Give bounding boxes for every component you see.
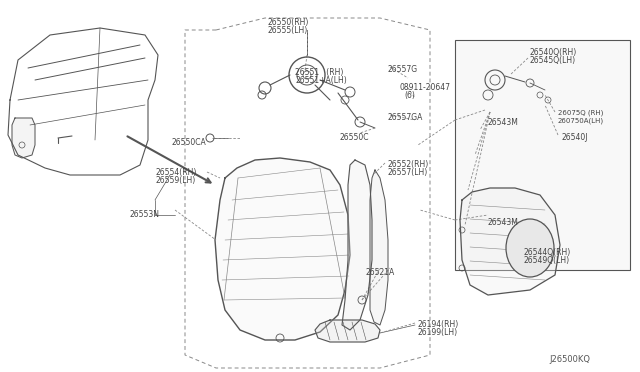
Text: 26543M: 26543M xyxy=(488,118,519,127)
Polygon shape xyxy=(215,158,350,340)
Text: J26500KQ: J26500KQ xyxy=(549,355,590,364)
Text: 26521A: 26521A xyxy=(365,268,394,277)
Text: 26555(LH): 26555(LH) xyxy=(268,26,308,35)
Text: 260750A(LH): 260750A(LH) xyxy=(558,118,604,125)
Text: 26199(LH): 26199(LH) xyxy=(418,328,458,337)
Text: 26557GA: 26557GA xyxy=(388,113,424,122)
Text: 26194(RH): 26194(RH) xyxy=(418,320,460,329)
Text: 26075Q (RH): 26075Q (RH) xyxy=(558,110,604,116)
Text: 26550(RH): 26550(RH) xyxy=(268,18,309,27)
Polygon shape xyxy=(12,118,35,158)
Text: 08911-20647: 08911-20647 xyxy=(400,83,451,92)
Text: 26545Q(LH): 26545Q(LH) xyxy=(530,56,576,65)
Polygon shape xyxy=(315,320,380,342)
Text: 26551+A(LH): 26551+A(LH) xyxy=(295,76,347,85)
Text: 26551   (RH): 26551 (RH) xyxy=(295,68,344,77)
Polygon shape xyxy=(460,188,560,295)
Text: 26544Q(RH): 26544Q(RH) xyxy=(524,248,572,257)
FancyBboxPatch shape xyxy=(455,40,630,270)
Text: 26554(RH): 26554(RH) xyxy=(155,168,196,177)
Text: 26552(RH): 26552(RH) xyxy=(388,160,429,169)
Text: 26549Q(LH): 26549Q(LH) xyxy=(524,256,570,265)
Polygon shape xyxy=(342,160,372,330)
Polygon shape xyxy=(370,170,388,325)
Ellipse shape xyxy=(506,219,554,277)
Text: 26557G: 26557G xyxy=(388,65,418,74)
Text: 26550C: 26550C xyxy=(340,133,369,142)
Text: 26543M: 26543M xyxy=(488,218,519,227)
Text: (6): (6) xyxy=(404,91,415,100)
Text: 26559(LH): 26559(LH) xyxy=(155,176,195,185)
Text: 26540J: 26540J xyxy=(562,133,589,142)
Text: 26553N: 26553N xyxy=(130,210,160,219)
Text: 26540Q(RH): 26540Q(RH) xyxy=(530,48,577,57)
Text: 26557(LH): 26557(LH) xyxy=(388,168,428,177)
Text: 26550CA: 26550CA xyxy=(172,138,207,147)
